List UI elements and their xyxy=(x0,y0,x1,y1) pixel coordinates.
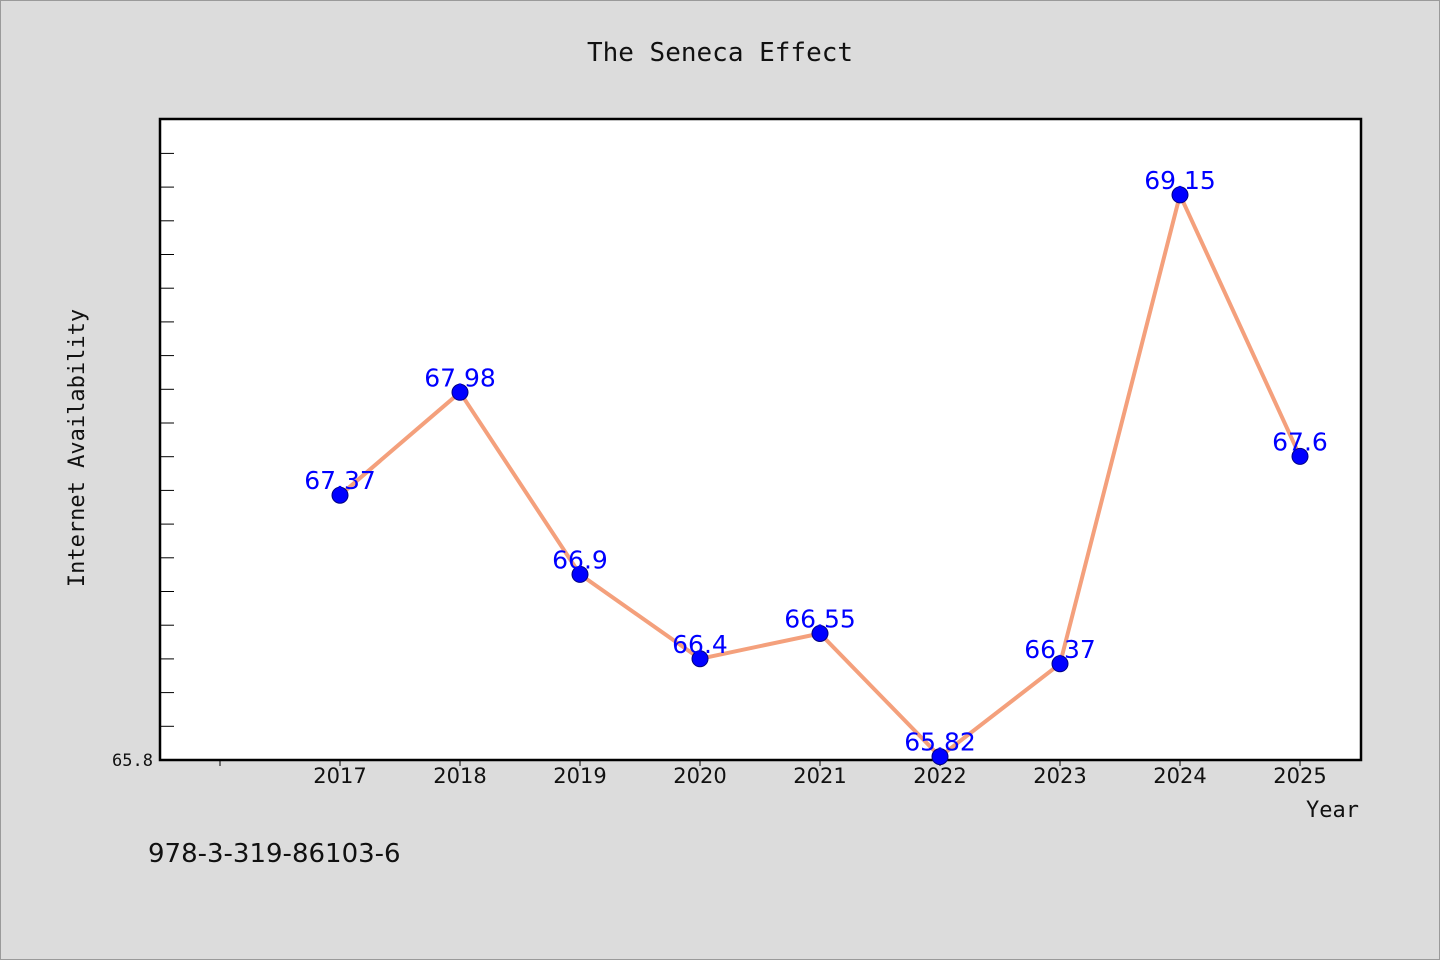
x-tick-label: 2017 xyxy=(313,764,366,788)
y-axis-label: Internet Availability xyxy=(65,309,90,587)
x-tick-label: 2024 xyxy=(1153,764,1206,788)
chart-title: The Seneca Effect xyxy=(587,38,853,68)
y-axis-min-label: 65.8 xyxy=(112,751,153,771)
x-axis-label: Year xyxy=(1306,798,1359,823)
data-label: 67.37 xyxy=(304,466,376,495)
data-point xyxy=(1051,655,1069,673)
data-point xyxy=(811,625,829,642)
data-point xyxy=(331,486,349,504)
x-tick-label: 2019 xyxy=(553,764,606,788)
x-tick-label: 2020 xyxy=(673,764,726,788)
data-point xyxy=(931,748,949,766)
data-label: 66.37 xyxy=(1024,635,1096,664)
data-label: 65.82 xyxy=(904,728,976,757)
data-label: 69.15 xyxy=(1144,166,1216,195)
x-tick-label: 2022 xyxy=(913,764,966,788)
data-point xyxy=(1171,186,1189,204)
footer-isbn: 978-3-319-86103-6 xyxy=(148,839,401,869)
data-point xyxy=(451,383,469,401)
x-axis-ticks: 2017 2018 2019 2020 2021 2022 2023 2024 2025 xyxy=(219,760,1327,788)
data-label: 67.98 xyxy=(424,363,496,392)
data-label: 66.55 xyxy=(784,605,856,634)
y-axis-ticks xyxy=(160,152,174,727)
data-label: 66.4 xyxy=(672,630,728,659)
data-point xyxy=(691,650,709,668)
series-layer: 67.37 67.98 66.9 66.4 66.55 65.82 66.37 69.15 67… xyxy=(304,166,1328,766)
data-label: 67.6 xyxy=(1272,427,1328,456)
data-point xyxy=(571,565,589,583)
plot-area xyxy=(158,117,1363,762)
x-tick-label: 2025 xyxy=(1273,764,1326,788)
x-tick-label: 2023 xyxy=(1033,764,1086,788)
data-point xyxy=(1291,447,1309,465)
x-tick-label: 2018 xyxy=(433,764,486,788)
data-label: 66.9 xyxy=(552,545,608,574)
x-tick-label: 2021 xyxy=(793,764,846,788)
